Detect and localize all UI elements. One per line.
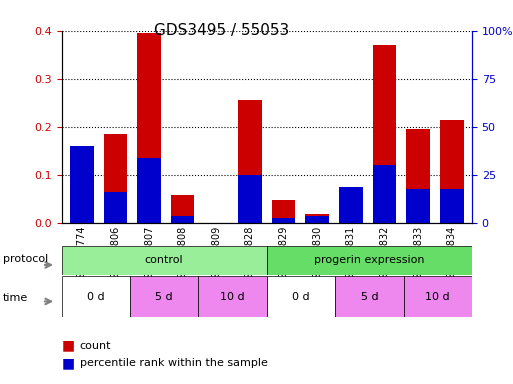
Text: percentile rank within the sample: percentile rank within the sample xyxy=(80,358,267,368)
Text: count: count xyxy=(80,341,111,351)
Bar xyxy=(440,119,464,223)
Bar xyxy=(272,200,295,223)
Bar xyxy=(104,192,127,223)
Text: 0 d: 0 d xyxy=(292,291,310,302)
Text: 0 d: 0 d xyxy=(87,291,105,302)
Bar xyxy=(440,189,464,223)
FancyBboxPatch shape xyxy=(335,276,404,317)
FancyBboxPatch shape xyxy=(267,276,335,317)
Text: 10 d: 10 d xyxy=(425,291,450,302)
Bar xyxy=(238,100,262,223)
FancyBboxPatch shape xyxy=(62,246,267,275)
Bar xyxy=(305,214,329,223)
Bar xyxy=(238,175,262,223)
Bar xyxy=(137,33,161,223)
Bar xyxy=(373,165,396,223)
Bar xyxy=(70,146,93,223)
Bar xyxy=(171,215,194,223)
Bar xyxy=(104,134,127,223)
Bar xyxy=(305,215,329,223)
Text: 5 d: 5 d xyxy=(155,291,173,302)
Text: 5 d: 5 d xyxy=(361,291,378,302)
Bar xyxy=(70,170,93,223)
Text: control: control xyxy=(145,255,184,265)
FancyBboxPatch shape xyxy=(267,246,472,275)
Bar xyxy=(339,187,363,223)
FancyBboxPatch shape xyxy=(130,276,199,317)
Text: protocol: protocol xyxy=(3,254,48,264)
Text: 10 d: 10 d xyxy=(220,291,245,302)
Text: GDS3495 / 55053: GDS3495 / 55053 xyxy=(154,23,289,38)
Text: progerin expression: progerin expression xyxy=(314,255,425,265)
Bar xyxy=(373,45,396,223)
FancyBboxPatch shape xyxy=(62,276,130,317)
Bar xyxy=(406,129,430,223)
Text: ■: ■ xyxy=(62,339,75,353)
Bar xyxy=(339,187,363,223)
Bar xyxy=(272,218,295,223)
Bar xyxy=(137,158,161,223)
Bar xyxy=(171,195,194,223)
Text: ■: ■ xyxy=(62,356,75,370)
FancyBboxPatch shape xyxy=(199,276,267,317)
Bar xyxy=(406,189,430,223)
FancyBboxPatch shape xyxy=(404,276,472,317)
Text: time: time xyxy=(3,293,28,303)
